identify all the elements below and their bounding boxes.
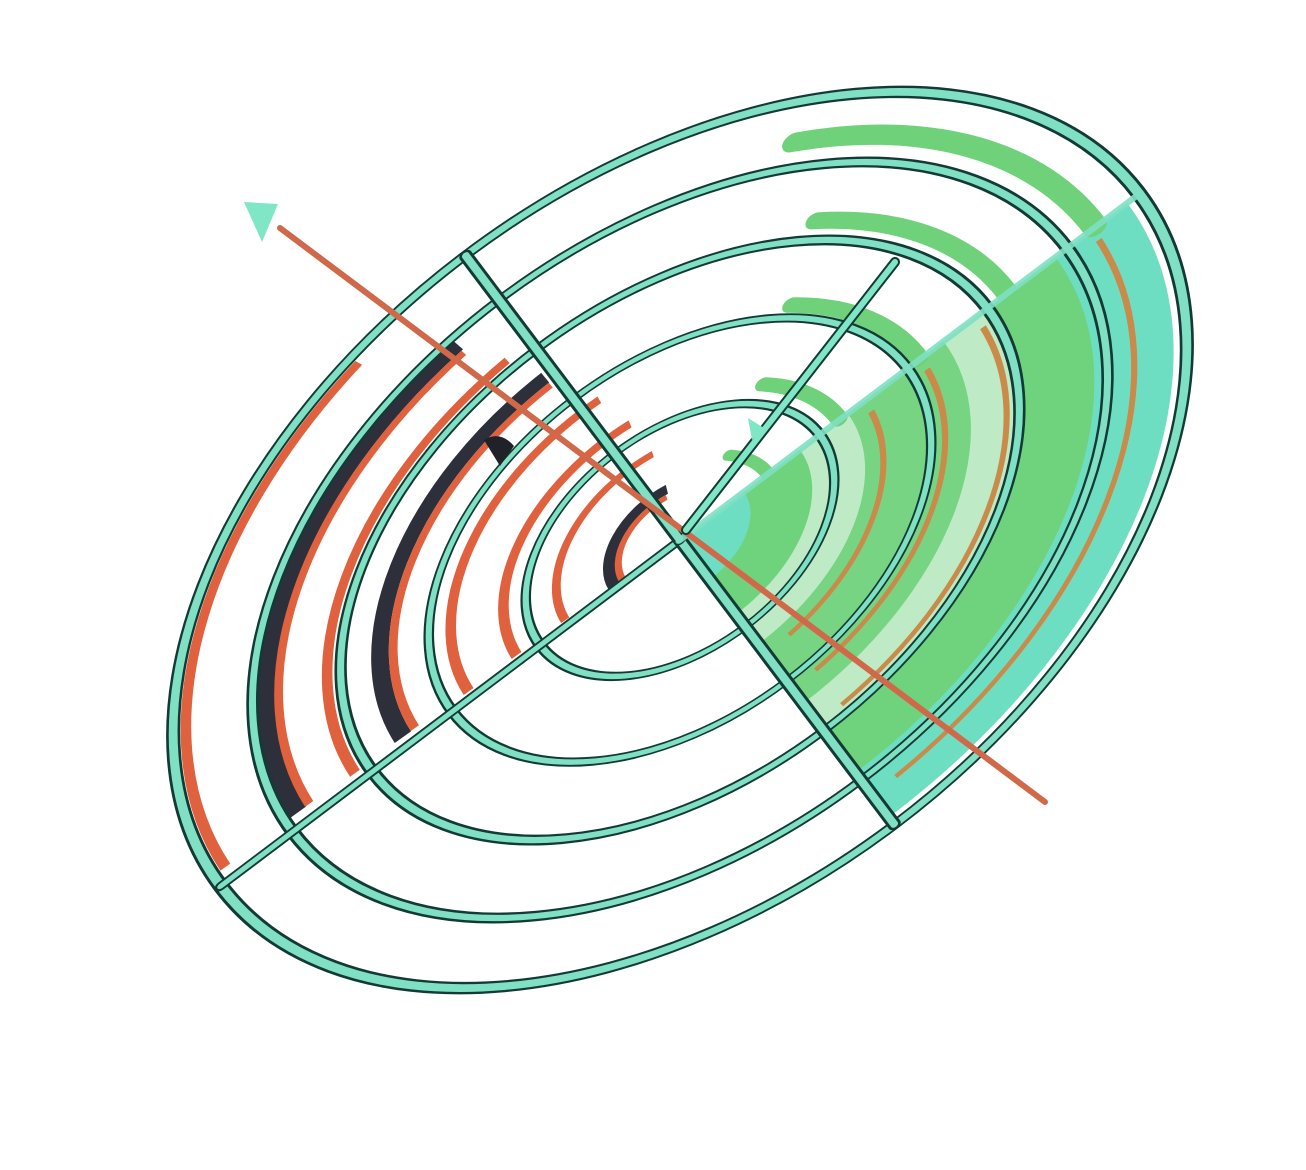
green-band-quadrant: [680, 202, 1174, 818]
radial-target-icon: [166, 85, 1194, 995]
teal-axis: [681, 257, 900, 535]
ring-frame: [166, 85, 1194, 995]
spokes: [214, 190, 1144, 892]
orange-arcs-lower-right: [787, 237, 1138, 779]
orange-axis: [244, 202, 1048, 805]
arrowhead-icon: [244, 202, 278, 242]
dark-marker: [484, 436, 514, 466]
green-arcs-upper-right: [722, 124, 1107, 480]
